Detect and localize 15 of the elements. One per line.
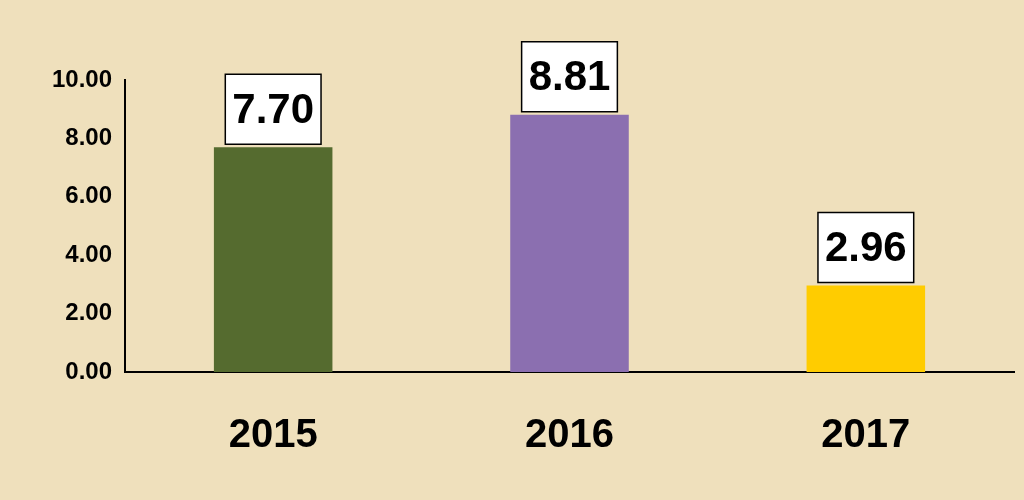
y-tick-label: 2.00 — [65, 298, 112, 326]
y-tick-label: 4.00 — [65, 239, 112, 267]
bar — [510, 114, 629, 372]
bar — [806, 285, 926, 372]
y-tick-label: 10.00 — [51, 64, 112, 92]
x-tick-label: 2016 — [525, 411, 614, 456]
x-tick-label: 2015 — [228, 411, 318, 456]
y-tick-label: 0.00 — [65, 356, 112, 384]
data-label: 2.96 — [824, 223, 907, 271]
y-tick-label: 6.00 — [65, 181, 112, 209]
y-tick-label: 8.00 — [65, 123, 112, 151]
data-label: 7.70 — [232, 84, 315, 132]
x-tick-label: 2017 — [821, 411, 911, 456]
data-label: 8.81 — [528, 52, 611, 100]
bar — [213, 147, 333, 372]
